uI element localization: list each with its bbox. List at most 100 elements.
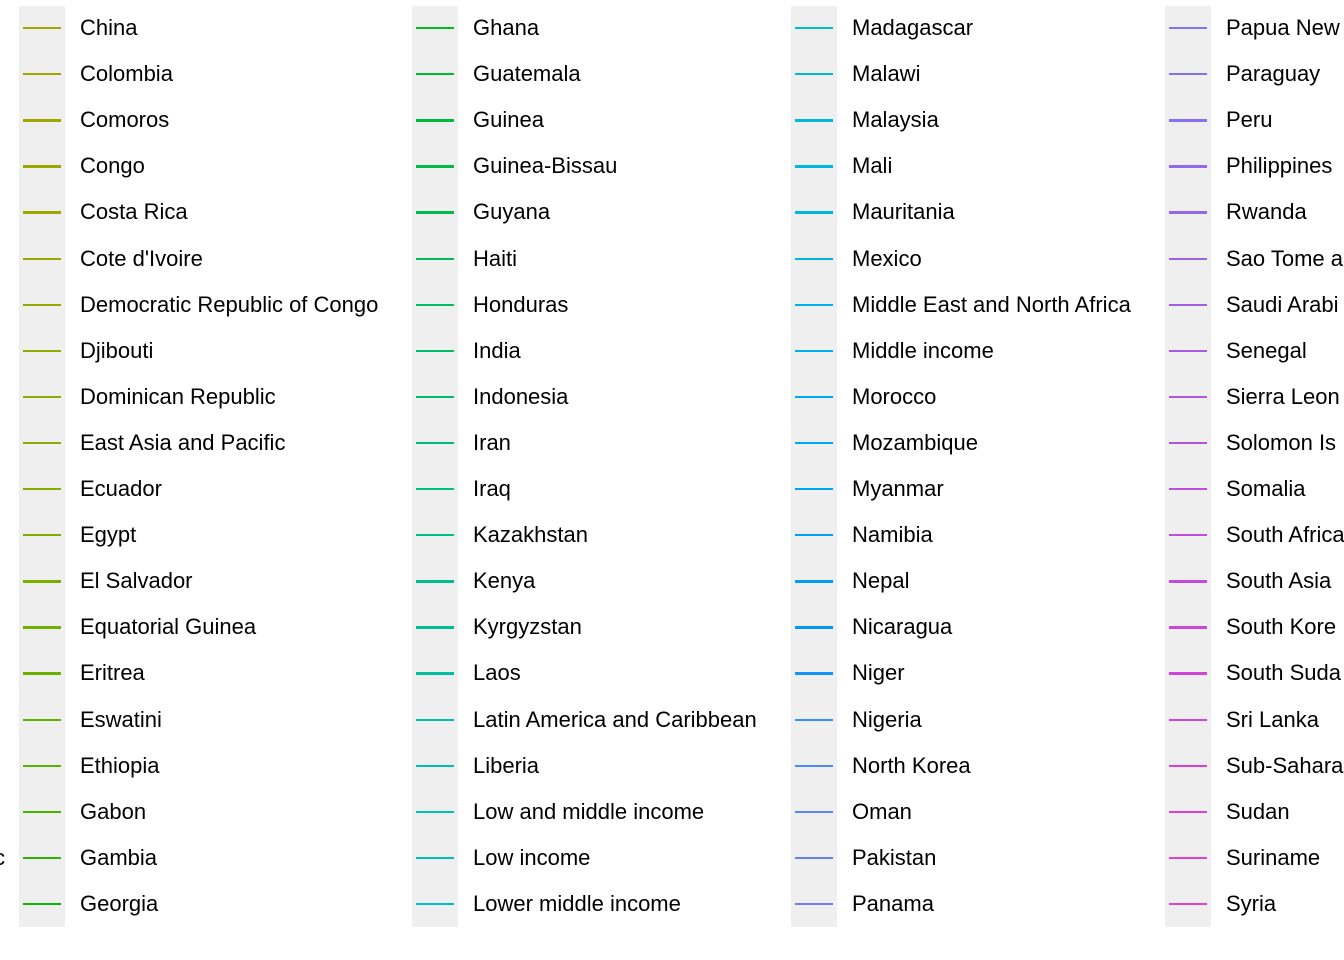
legend-line-swatch	[1169, 902, 1207, 906]
legend-entry: Morocco	[791, 375, 1211, 421]
legend-label: China	[80, 15, 138, 40]
legend-entry: Iran	[412, 421, 832, 467]
legend-entry: Rwanda	[1165, 190, 1344, 236]
legend-key-background	[791, 6, 837, 927]
legend-line-swatch	[23, 534, 61, 537]
legend-entry: Namibia	[791, 513, 1211, 559]
legend-label: South Suda	[1226, 660, 1341, 686]
legend-label: Oman	[852, 798, 912, 824]
legend-label: Solomon Is	[1226, 429, 1337, 455]
legend-entry: Low income	[412, 836, 832, 882]
legend-entry: Somalia	[1165, 467, 1344, 513]
legend-entry: Kenya	[412, 559, 832, 605]
legend-line-swatch	[416, 441, 454, 445]
legend-entry: Dominican Republic	[19, 375, 439, 421]
legend-line-swatch	[1169, 211, 1207, 214]
legend-line-swatch	[416, 672, 454, 675]
legend-line-swatch	[416, 27, 454, 30]
legend-line-swatch	[23, 27, 61, 30]
legend-label: Niger	[852, 660, 905, 686]
legend-entry: Mexico	[791, 237, 1211, 283]
legend-line-swatch	[23, 257, 61, 260]
legend-label: Mauritania	[852, 199, 955, 225]
legend-line-swatch	[1169, 303, 1207, 306]
legend-line-swatch	[416, 810, 454, 814]
legend-entry: Sierra Leon	[1165, 375, 1344, 421]
legend-label: Senegal	[1226, 337, 1307, 363]
legend-line-swatch	[23, 580, 61, 583]
legend-label: Kyrgyzstan	[473, 614, 582, 640]
legend-label: Nepal	[852, 568, 910, 594]
legend-entry: Cote d'Ivoire	[19, 237, 439, 283]
legend-entry: Oman	[791, 790, 1211, 836]
legend-entry: Latin America and Caribbean	[412, 698, 832, 744]
legend-entry: India	[412, 329, 832, 375]
legend-label: Sri Lanka	[1226, 706, 1319, 732]
legend-line-swatch	[23, 718, 61, 721]
legend-line-swatch	[23, 119, 61, 122]
legend-entry: Middle East and North Africa	[791, 283, 1211, 329]
legend-entry: Guinea-Bissau	[412, 144, 832, 190]
legend-line-swatch	[416, 165, 454, 168]
legend-entry: South Asia	[1165, 559, 1344, 605]
legend-line-swatch	[795, 764, 833, 767]
legend-entry: Niger	[791, 651, 1211, 697]
legend-label: Malawi	[852, 61, 921, 87]
legend-label: Comoros	[80, 107, 170, 133]
legend-entry: Madagascar	[791, 6, 1211, 52]
legend-label: Ethiopia	[80, 752, 160, 778]
legend-line-swatch	[416, 534, 454, 537]
legend-label: Somalia	[1226, 476, 1306, 501]
legend-line-swatch	[23, 211, 61, 214]
legend-entry: Saudi Arabi	[1165, 283, 1344, 329]
legend-label: Haiti	[473, 245, 518, 271]
legend-entry: Egypt	[19, 513, 439, 559]
legend-line-swatch	[23, 856, 61, 860]
legend-entry: Djibouti	[19, 329, 439, 375]
legend-entry: Nepal	[791, 559, 1211, 605]
legend-line-swatch	[795, 672, 833, 675]
legend-line-swatch	[23, 626, 61, 629]
legend-label: Guyana	[473, 199, 551, 225]
legend-line-swatch	[1169, 856, 1207, 860]
legend-entry: Mozambique	[791, 421, 1211, 467]
legend-label: Honduras	[473, 291, 569, 317]
legend-label: Syria	[1226, 890, 1277, 916]
legend-entry: Guatemala	[412, 52, 832, 98]
legend-line-swatch	[416, 488, 454, 491]
legend-entry: Lower middle income	[412, 882, 832, 928]
legend-entry: Guyana	[412, 190, 832, 236]
legend-line-swatch	[1169, 119, 1207, 122]
cut-off-legend-label: c	[0, 845, 5, 871]
legend-label: Sudan	[1226, 798, 1290, 824]
legend-entry: Colombia	[19, 52, 439, 98]
legend-line-swatch	[1169, 73, 1207, 76]
legend-entry: Mali	[791, 144, 1211, 190]
legend-label: Iran	[473, 429, 511, 455]
legend-label: Dominican Republic	[80, 383, 276, 409]
legend-line-swatch	[416, 303, 454, 306]
legend-line-swatch	[1169, 395, 1207, 399]
legend-label: Ecuador	[80, 476, 162, 501]
legend-entry: Sub-Sahara	[1165, 744, 1344, 790]
legend-label: Democratic Republic of Congo	[80, 291, 379, 317]
legend-label: Middle East and North Africa	[852, 291, 1131, 317]
legend-line-swatch	[1169, 27, 1207, 30]
legend-label: Peru	[1226, 107, 1273, 133]
legend-line-swatch	[416, 580, 454, 583]
legend-label: Iraq	[473, 476, 511, 501]
legend-line-swatch	[795, 257, 833, 260]
legend-label: Middle income	[852, 337, 994, 363]
legend-line-swatch	[795, 303, 833, 306]
legend-entry: Peru	[1165, 98, 1344, 144]
legend-line-swatch	[23, 902, 61, 906]
legend-label: Congo	[80, 153, 145, 179]
legend-label: India	[473, 337, 521, 363]
legend-entry: Eswatini	[19, 698, 439, 744]
legend-entry: Papua New	[1165, 6, 1344, 52]
legend-label: Eritrea	[80, 660, 145, 686]
legend-label: Rwanda	[1226, 199, 1307, 225]
legend-label: Mexico	[852, 245, 922, 271]
legend-line-swatch	[416, 764, 454, 767]
legend-line-swatch	[1169, 349, 1207, 353]
